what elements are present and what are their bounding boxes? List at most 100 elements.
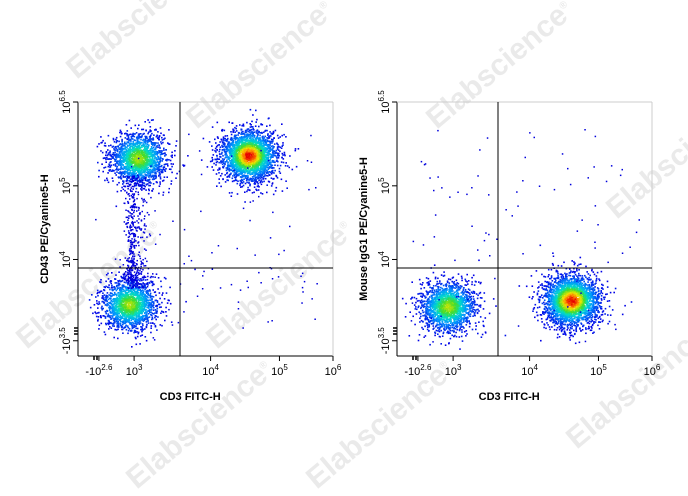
- event-dot: [149, 164, 151, 166]
- event-dot: [162, 159, 164, 161]
- event-dot: [263, 163, 265, 165]
- event-dot: [150, 148, 152, 150]
- event-dot: [271, 173, 273, 175]
- event-dot: [108, 166, 110, 168]
- event-dot: [242, 175, 244, 177]
- event-dot: [275, 190, 277, 192]
- event-dot: [231, 140, 233, 142]
- event-dot: [267, 148, 269, 150]
- event-dot: [263, 132, 265, 134]
- event-dot: [233, 163, 235, 165]
- event-dot: [159, 185, 161, 187]
- event-dot: [176, 173, 178, 175]
- event-dot: [215, 148, 217, 150]
- event-dot: [246, 162, 248, 164]
- event-dot: [264, 171, 266, 173]
- event-dot: [223, 167, 225, 169]
- event-dot: [129, 150, 131, 152]
- event-dot: [232, 181, 234, 183]
- event-dot: [130, 143, 132, 145]
- event-dot: [227, 180, 229, 182]
- event-dot: [282, 190, 284, 192]
- event-dot: [151, 160, 153, 162]
- event-dot: [222, 158, 224, 160]
- event-dot: [231, 195, 233, 197]
- event-dot: [273, 167, 275, 169]
- event-dot: [132, 135, 134, 137]
- event-dot: [116, 290, 118, 292]
- event-dot: [258, 168, 260, 170]
- event-dot: [247, 189, 249, 191]
- event-dot: [126, 179, 128, 181]
- event-dot: [212, 149, 214, 151]
- event-dot: [237, 140, 239, 142]
- event-dot: [136, 155, 138, 157]
- event-dot: [241, 146, 243, 148]
- event-dot: [141, 146, 143, 148]
- event-dot: [256, 119, 258, 121]
- event-dot: [243, 170, 245, 172]
- event-dot: [137, 159, 139, 161]
- event-dot: [277, 146, 279, 148]
- event-dot: [169, 143, 171, 145]
- event-dot: [114, 152, 116, 154]
- event-dot: [264, 136, 266, 138]
- event-dot: [113, 320, 115, 322]
- event-dot: [160, 178, 162, 180]
- event-dot: [246, 191, 248, 193]
- event-dot: [272, 165, 274, 167]
- event-dot: [135, 125, 137, 127]
- event-dot: [224, 151, 226, 153]
- event-dot: [240, 186, 242, 188]
- event-dot: [154, 142, 156, 144]
- event-dot: [220, 186, 222, 188]
- event-dot: [264, 169, 266, 171]
- event-dot: [157, 316, 159, 318]
- event-dot: [298, 148, 300, 150]
- event-dot: [236, 125, 238, 127]
- event-dot: [223, 136, 225, 138]
- event-dot: [135, 328, 137, 330]
- event-dot: [263, 154, 265, 156]
- event-dot: [225, 135, 227, 137]
- event-dot: [253, 147, 255, 149]
- event-dot: [147, 143, 149, 145]
- event-dot: [213, 154, 215, 156]
- event-dot: [143, 164, 145, 166]
- event-dot: [248, 159, 250, 161]
- event-dot: [161, 150, 163, 152]
- event-dot: [254, 147, 256, 149]
- event-dot: [144, 139, 146, 141]
- event-dot: [155, 162, 157, 164]
- event-dot: [219, 169, 221, 171]
- event-dot: [126, 158, 128, 160]
- event-dot: [117, 184, 119, 186]
- event-dot: [267, 144, 269, 146]
- event-dot: [106, 157, 108, 159]
- event-dot: [136, 185, 138, 187]
- event-dot: [120, 190, 122, 192]
- event-dot: [287, 165, 289, 167]
- event-dot: [122, 183, 124, 185]
- event-dot: [140, 335, 142, 337]
- event-dot: [174, 150, 176, 152]
- event-dot: [244, 166, 246, 168]
- event-dot: [271, 171, 273, 173]
- event-dot: [257, 164, 259, 166]
- event-dot: [240, 129, 242, 131]
- event-dot: [240, 181, 242, 183]
- event-dot: [111, 165, 113, 167]
- event-dot: [128, 173, 130, 175]
- event-dot: [156, 182, 158, 184]
- event-dot: [246, 130, 248, 132]
- event-dot: [115, 150, 117, 152]
- event-dot: [135, 153, 137, 155]
- event-dot: [125, 155, 127, 157]
- event-dot: [285, 162, 287, 164]
- event-dot: [264, 150, 266, 152]
- event-dot: [273, 172, 275, 174]
- event-dot: [233, 143, 235, 145]
- event-dot: [113, 152, 115, 154]
- event-dot: [261, 163, 263, 165]
